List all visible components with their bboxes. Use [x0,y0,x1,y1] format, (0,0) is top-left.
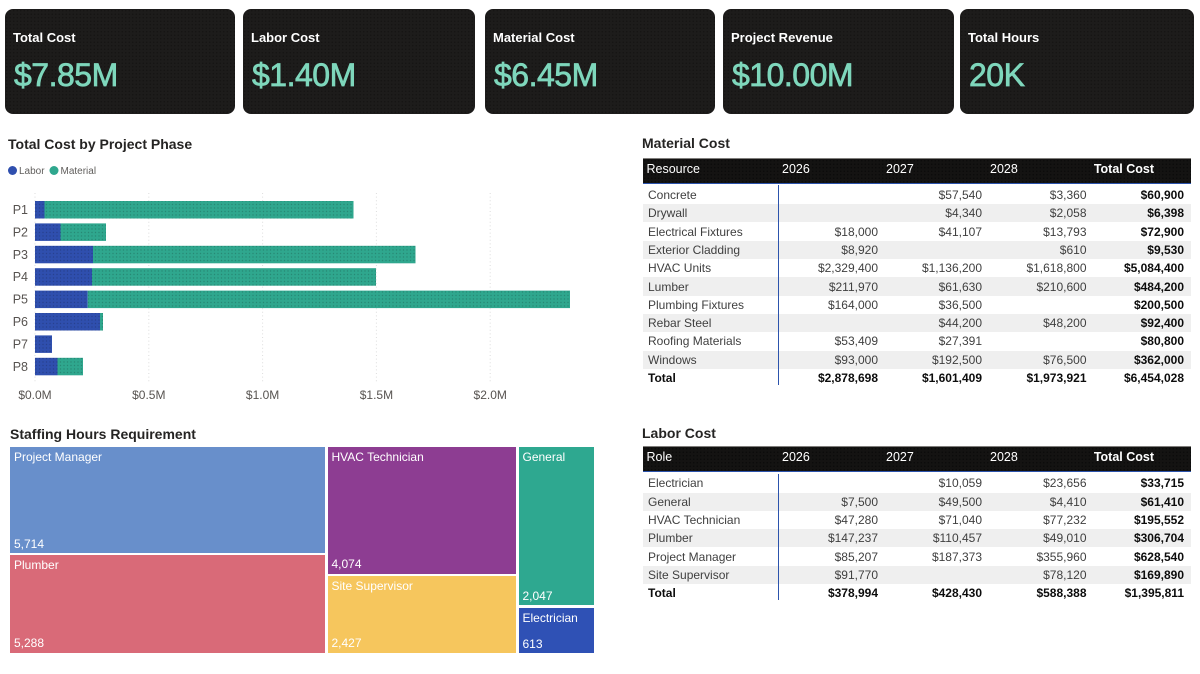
svg-text:P7: P7 [13,337,28,351]
svg-text:$1.0M: $1.0M [246,388,279,402]
svg-text:$0.0M: $0.0M [18,388,51,402]
svg-text:P6: P6 [13,315,28,329]
svg-text:$1.5M: $1.5M [360,388,393,402]
svg-text:Material: Material [61,166,97,177]
svg-text:Labor: Labor [19,166,45,177]
svg-text:P3: P3 [13,248,28,262]
svg-text:P4: P4 [13,270,28,284]
svg-text:P8: P8 [13,360,28,374]
svg-text:P5: P5 [13,293,28,307]
svg-text:$0.5M: $0.5M [132,388,165,402]
svg-text:$2.0M: $2.0M [474,388,507,402]
svg-text:P1: P1 [13,203,28,217]
svg-text:P2: P2 [13,225,28,239]
